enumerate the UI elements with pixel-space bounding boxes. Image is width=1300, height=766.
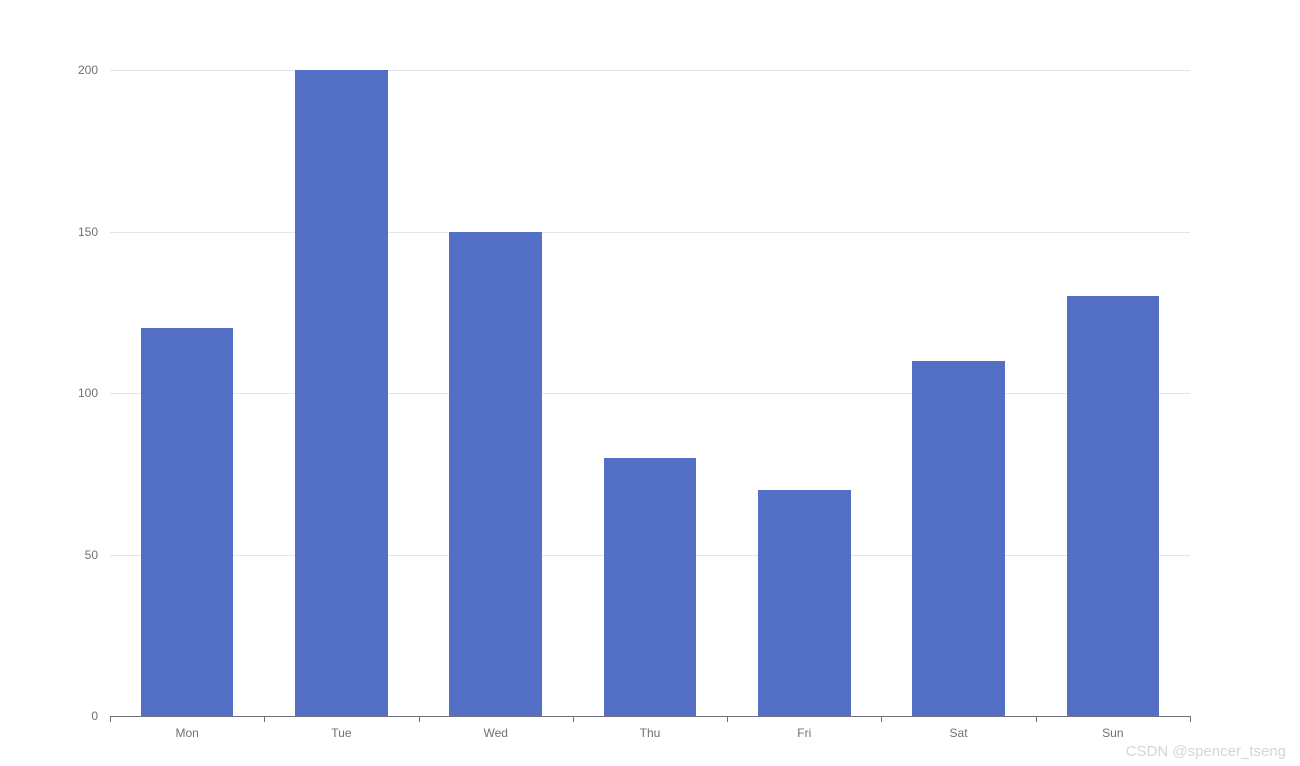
x-tick-label: Tue — [331, 726, 351, 740]
bar[interactable] — [449, 232, 542, 717]
y-tick-label: 0 — [58, 709, 98, 723]
plot-area: 050100150200MonTueWedThuFriSatSun — [110, 70, 1190, 716]
x-tick-mark — [110, 716, 111, 722]
x-tick-mark — [881, 716, 882, 722]
bar[interactable] — [758, 490, 851, 716]
x-tick-mark — [1036, 716, 1037, 722]
y-tick-label: 200 — [58, 63, 98, 77]
x-tick-label: Wed — [483, 726, 507, 740]
x-tick-mark — [727, 716, 728, 722]
bar[interactable] — [912, 361, 1005, 716]
x-tick-label: Mon — [175, 726, 198, 740]
x-tick-label: Sat — [950, 726, 968, 740]
bar[interactable] — [1067, 296, 1160, 716]
bar[interactable] — [141, 328, 234, 716]
x-tick-mark — [419, 716, 420, 722]
x-tick-label: Sun — [1102, 726, 1123, 740]
gridline — [110, 70, 1190, 71]
bar[interactable] — [295, 70, 388, 716]
x-tick-mark — [573, 716, 574, 722]
x-tick-mark — [264, 716, 265, 722]
x-tick-mark — [1190, 716, 1191, 722]
x-labels-layer: Mon Tue Wed Thu Fri Sat Sun — [110, 716, 1190, 746]
bar-chart: 050100150200MonTueWedThuFriSatSun CSDN @… — [0, 0, 1300, 766]
x-tick-label: Fri — [797, 726, 811, 740]
bar[interactable] — [604, 458, 697, 716]
gridline — [110, 393, 1190, 394]
gridline — [110, 232, 1190, 233]
y-tick-label: 150 — [58, 225, 98, 239]
y-tick-label: 50 — [58, 548, 98, 562]
x-tick-label: Thu — [640, 726, 661, 740]
y-tick-label: 100 — [58, 386, 98, 400]
